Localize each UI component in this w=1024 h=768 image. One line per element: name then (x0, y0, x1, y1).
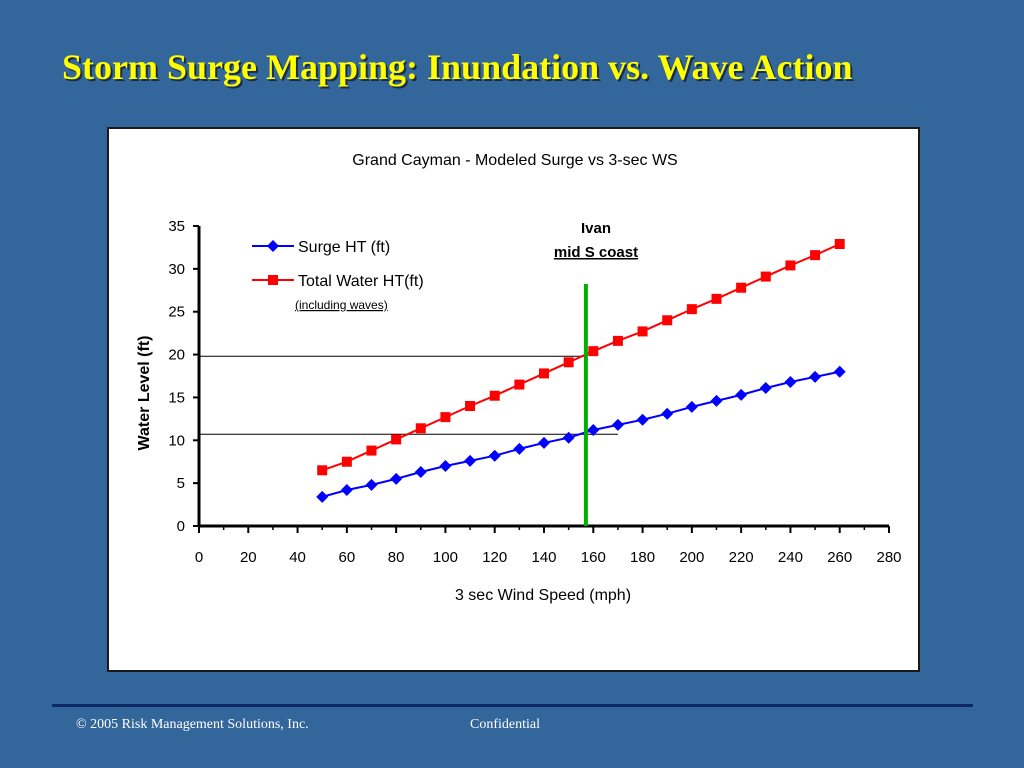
data-point (414, 466, 427, 478)
data-point (785, 260, 796, 271)
y-tick-label: 20 (168, 347, 185, 364)
y-axis-label: Water Level (ft) (136, 336, 153, 451)
data-point (317, 465, 328, 476)
data-point (612, 335, 623, 346)
data-point (661, 407, 674, 420)
legend-note: (including waves) (295, 298, 388, 312)
legend-marker (268, 275, 278, 285)
y-tick-label: 30 (168, 261, 185, 278)
y-tick-label: 15 (168, 389, 185, 406)
data-point (340, 484, 353, 496)
series-layer (316, 239, 846, 503)
x-tick-label: 160 (581, 549, 606, 566)
data-point (539, 368, 549, 379)
data-point (760, 271, 771, 282)
data-point (736, 282, 747, 293)
legend-entry: Total Water HT(ft) (252, 273, 424, 290)
x-tick-label: 40 (289, 549, 306, 566)
data-point (341, 456, 352, 467)
series-total-water (317, 239, 845, 476)
x-tick-label: 100 (433, 549, 458, 566)
data-point (784, 376, 797, 388)
footer-rule (52, 704, 973, 707)
data-point (465, 401, 476, 411)
x-tick-label: 180 (630, 549, 655, 566)
data-point (735, 388, 748, 401)
series-line (321, 243, 841, 472)
data-point (834, 239, 845, 249)
data-point (464, 454, 477, 467)
data-point (366, 445, 377, 456)
data-point (391, 434, 402, 445)
legend-marker (267, 240, 279, 252)
data-point (562, 431, 575, 444)
data-point (514, 379, 525, 390)
data-point (759, 382, 772, 394)
data-point (316, 490, 329, 503)
data-point (810, 250, 821, 261)
legend: Surge HT (ft) Total Water HT(ft) (includin… (252, 239, 424, 312)
x-tick-label: 20 (240, 549, 257, 566)
axes: 0 5 10 15 20 25 30 35 0 20 40 60 80 100 120 140 160 180 20… (168, 218, 901, 566)
data-point (686, 304, 697, 315)
data-point (809, 370, 822, 383)
series-surge (316, 365, 846, 503)
x-tick-label: 80 (388, 549, 405, 566)
data-point (611, 418, 624, 431)
data-point (833, 365, 846, 378)
data-point (711, 293, 722, 304)
y-tick-label: 0 (177, 518, 185, 535)
data-point (538, 436, 550, 449)
footer-copyright: © 2005 Risk Management Solutions, Inc. (76, 717, 309, 732)
data-point (415, 423, 426, 434)
data-point (636, 413, 649, 426)
x-axis-label: 3 sec Wind Speed (mph) (455, 587, 631, 604)
data-point (489, 390, 500, 401)
data-point (439, 460, 452, 472)
footer-confidential: Confidential (470, 717, 540, 732)
annotation-label-line2: mid S coast (554, 244, 638, 261)
x-tick-label: 220 (729, 549, 754, 566)
x-tick-label: 200 (679, 549, 704, 566)
chart-panel: Grand Cayman - Modeled Surge vs 3-sec WS… (107, 127, 920, 672)
y-tick-label: 35 (168, 218, 185, 235)
x-tick-label: 0 (195, 549, 203, 566)
x-tick-label: 120 (482, 549, 507, 566)
data-point (637, 326, 648, 337)
annotation-layer: Ivan mid S coast (554, 220, 638, 526)
data-point (685, 400, 698, 413)
annotation-label-line1: Ivan (581, 220, 611, 237)
chart-title: Grand Cayman - Modeled Surge vs 3-sec WS (352, 152, 677, 169)
y-tick-label: 5 (177, 475, 185, 492)
x-tick-label: 140 (531, 549, 556, 566)
data-point (390, 472, 403, 485)
legend-entry: Surge HT (ft) (252, 239, 390, 256)
legend-label: Total Water HT(ft) (298, 273, 424, 290)
data-point (488, 449, 501, 462)
data-point (710, 394, 723, 407)
x-tick-label: 260 (827, 549, 852, 566)
chart-svg: Grand Cayman - Modeled Surge vs 3-sec WS… (136, 152, 902, 604)
series-line (321, 370, 840, 498)
data-point (563, 357, 574, 368)
slide-title: Storm Surge Mapping: Inundation vs. Wave… (62, 47, 853, 87)
data-point (588, 346, 599, 357)
y-tick-label: 10 (168, 432, 185, 449)
data-point (587, 424, 600, 436)
data-point (365, 478, 378, 491)
x-tick-label: 60 (339, 549, 356, 566)
data-point (440, 412, 451, 423)
x-tick-label: 240 (778, 549, 803, 566)
data-point (513, 442, 526, 455)
x-tick-label: 280 (876, 549, 901, 566)
data-point (662, 315, 673, 326)
legend-label: Surge HT (ft) (298, 239, 390, 256)
y-tick-label: 25 (168, 304, 185, 321)
